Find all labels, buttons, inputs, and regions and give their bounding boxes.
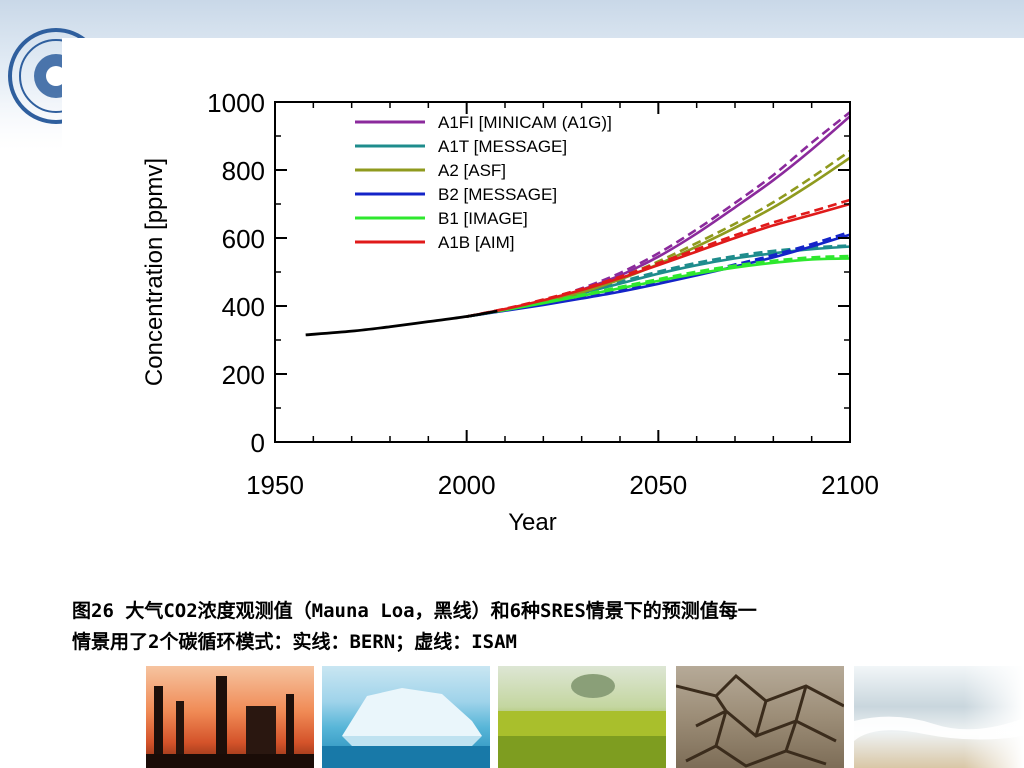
figure-caption: 图26 大气CO2浓度观测值（Mauna Loa，黑线）和6种SRES情景下的预…: [72, 596, 972, 658]
x-tick-label: 2050: [629, 470, 687, 500]
flower-field-photo: [498, 666, 666, 768]
y-axis-label: Concentration [ppmv]: [141, 158, 168, 386]
series-line-b1-bern: [466, 257, 851, 318]
legend-label-a2: A2 [ASF]: [438, 161, 506, 180]
observed-line-mauna-loa: [305, 309, 498, 337]
industry-smokestacks-photo: [146, 666, 314, 768]
x-tick-label: 2000: [438, 470, 496, 500]
series-line-a2-isam: [466, 149, 851, 318]
beach-waves-photo: [854, 666, 1024, 768]
series-line-b2-bern: [466, 233, 851, 318]
iceberg-photo: [322, 666, 490, 768]
series-line-b2-isam: [466, 230, 851, 318]
caption-line-2: 情景用了2个碳循环模式：实线：BERN；虚线：ISAM: [72, 631, 517, 653]
series-line-a1t-isam: [466, 244, 851, 318]
series-line-a2-bern: [466, 156, 851, 318]
legend-label-b1: B1 [IMAGE]: [438, 209, 528, 228]
legend-label-a1t: A1T [MESSAGE]: [438, 137, 567, 156]
y-tick-label: 600: [222, 224, 265, 254]
legend-label-a1b: A1B [AIM]: [438, 233, 515, 252]
series-line-b1-isam: [466, 254, 851, 318]
y-tick-label: 400: [222, 292, 265, 322]
co2-concentration-chart: 0 200 400 600 800 1000 1950 2000 2050 2100 Year Con…: [141, 88, 879, 536]
legend-label-b2: B2 [MESSAGE]: [438, 185, 557, 204]
x-tick-label: 1950: [246, 470, 304, 500]
drought-cracked-earth-photo: [676, 666, 844, 768]
caption-line-1: 图26 大气CO2浓度观测值（Mauna Loa，黑线）和6种SRES情景下的预…: [72, 600, 757, 622]
x-axis-label: Year: [508, 509, 557, 536]
photo-strip: [146, 666, 1024, 768]
series-line-a1b-isam: [466, 198, 851, 318]
x-tick-label: 2100: [821, 470, 879, 500]
y-tick-label: 800: [222, 156, 265, 186]
y-tick-label: 0: [251, 428, 265, 458]
y-tick-label: 200: [222, 360, 265, 390]
slide-panel: [62, 38, 1024, 658]
y-tick-label: 1000: [207, 88, 265, 118]
legend-label-a1fi: A1FI [MINICAM (A1G)]: [438, 113, 612, 132]
series-line-a1b-bern: [466, 202, 851, 318]
series-line-a1fi-isam: [466, 111, 851, 318]
